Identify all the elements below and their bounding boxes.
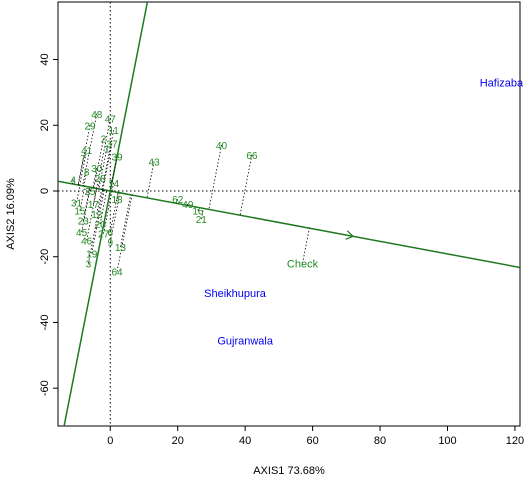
ate-perpendicular-line (63, 2, 149, 426)
genotype-label: 45 (76, 228, 88, 239)
environment-label: Hafizaba (480, 78, 524, 90)
y-axis-title: AXIS2 16.09% (5, 178, 17, 250)
projection-line (109, 192, 121, 243)
genotype-label: 13 (115, 243, 127, 254)
projection-lines (71, 113, 310, 272)
genotype-label: 30 (91, 164, 103, 175)
genotype-label: 19 (86, 249, 98, 260)
genotype-label: 66 (246, 151, 258, 162)
genotype-label: 7 (81, 154, 87, 165)
genotype-label: 40 (216, 141, 228, 152)
x-tick-label: 120 (506, 435, 524, 447)
genotype-label: 49 (182, 200, 194, 211)
ate-axis-line (58, 180, 520, 269)
projection-line (79, 186, 86, 211)
y-tick-label: 20 (39, 119, 51, 131)
projection-line (302, 228, 310, 264)
genotype-label: 14 (108, 179, 120, 190)
genotype-label: 27 (98, 230, 110, 241)
x-tick-label: 60 (306, 435, 318, 447)
x-tick-label: 20 (172, 435, 184, 447)
genotype-label: 12 (91, 210, 103, 221)
genotype-label: 28 (95, 174, 107, 185)
genotype-label: 46 (81, 236, 93, 247)
check-label: Check (287, 258, 319, 270)
projection-line (176, 199, 179, 204)
projection-line (96, 118, 111, 189)
y-tick-label: -40 (39, 315, 51, 331)
genotype-label: 16 (192, 207, 204, 218)
genotype-label: 37 (106, 139, 118, 150)
genotype-label: 21 (196, 215, 208, 226)
y-tick-label: 40 (39, 53, 51, 65)
genotype-label: 47 (105, 115, 117, 126)
y-tick-label: 0 (39, 188, 51, 194)
projection-line (83, 171, 88, 187)
x-tick-label: 0 (107, 435, 113, 447)
x-tick-label: 80 (374, 435, 386, 447)
genotype-label: 3 (86, 259, 92, 270)
projection-line (103, 191, 113, 234)
projection-line (93, 188, 97, 205)
projection-line (109, 156, 118, 192)
projection-line (77, 158, 84, 186)
projection-line (71, 179, 74, 184)
ate-arrow-head (345, 230, 355, 240)
projection-line (81, 187, 91, 233)
genotype-label: 20 (95, 220, 107, 231)
genotype-label: 29 (84, 121, 96, 132)
projection-line (76, 185, 81, 203)
environment-label: Gujranwala (217, 336, 274, 348)
projection-line (96, 189, 103, 215)
projection-line (102, 143, 113, 190)
genotype-label: 64 (111, 268, 123, 279)
projection-line (91, 189, 105, 254)
genotype-label: 6 (107, 228, 113, 239)
genotype-label: 43 (149, 157, 161, 168)
genotype-label: 1 (104, 144, 110, 155)
projection-line (146, 161, 155, 198)
projection-line (101, 130, 115, 190)
genotype-label: 39 (111, 152, 123, 163)
genotype-label: 17 (88, 200, 100, 211)
x-tick-label: 100 (438, 435, 456, 447)
genotype-label: 8 (84, 167, 90, 178)
x-axis-ticks: 0 20 40 60 80 100 120 (107, 426, 524, 447)
genotype-label: 9 (107, 238, 113, 249)
y-tick-label: -60 (39, 380, 51, 396)
projection-line (93, 138, 104, 188)
projection-line (82, 187, 91, 221)
genotype-label: 15 (74, 207, 86, 218)
genotype-label: 41 (81, 146, 93, 157)
genotype-label: 62 (172, 195, 184, 206)
projection-line (208, 144, 222, 210)
genotype-label: 25 (84, 187, 96, 198)
y-tick-label: -20 (39, 249, 51, 265)
genotype-label: 4 (70, 175, 76, 186)
genotype-label: 48 (91, 110, 103, 121)
projection-line (116, 194, 133, 272)
genotype-label: 18 (111, 195, 123, 206)
projection-line (99, 190, 108, 224)
x-tick-label: 40 (239, 435, 251, 447)
environment-label: Sheikhupura (204, 288, 267, 300)
projection-line (89, 187, 92, 192)
genotype-label: 2 (101, 134, 107, 145)
genotype-label: 11 (108, 126, 119, 137)
x-axis-title: AXIS1 73.68% (253, 465, 325, 477)
projection-line (239, 154, 253, 216)
y-axis-ticks: -60 -40 -20 0 20 40 (39, 53, 58, 396)
projection-line (197, 207, 199, 211)
projection-line (116, 192, 119, 200)
reference-lines (58, 2, 520, 426)
environment-labels: Hafizaba Sheikhupura Gujranwala (204, 78, 524, 348)
genotype-label: 31 (71, 198, 83, 209)
plot-box (57, 1, 521, 427)
projection-line (111, 182, 115, 192)
projection-line (79, 149, 88, 186)
genotype-label: 23 (78, 217, 90, 228)
